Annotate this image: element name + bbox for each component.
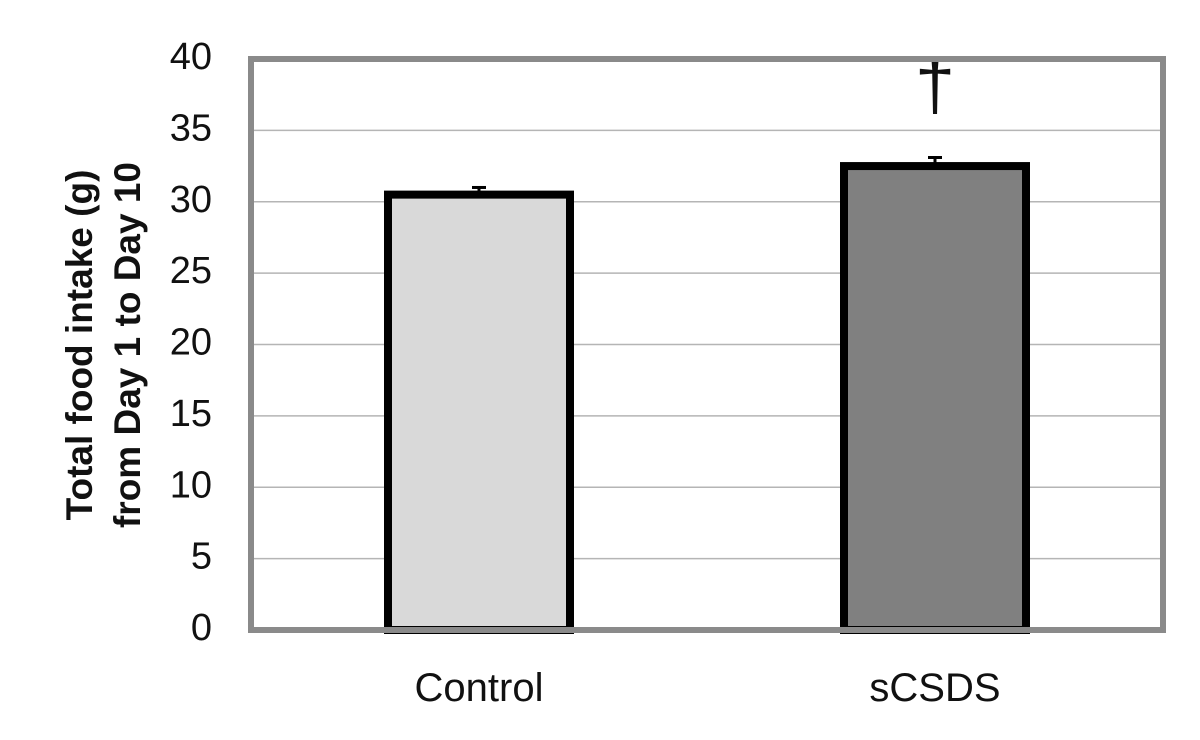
y-tick-label: 10 [170, 464, 212, 506]
y-tick-label: 30 [170, 179, 212, 221]
y-axis-title-line-2: from Day 1 to Day 10 [107, 162, 148, 528]
y-tick-label: 40 [170, 36, 212, 78]
y-tick-label: 15 [170, 393, 212, 435]
x-axis-categories: Control sCSDS [415, 666, 1001, 710]
y-axis-title: Total food intake (g) from Day 1 to Day … [59, 162, 148, 528]
bar-scsds [840, 162, 1030, 634]
y-tick-label: 0 [191, 607, 212, 649]
x-category-label-control: Control [415, 666, 544, 710]
y-tick-label: 25 [170, 250, 212, 292]
bars: † [384, 45, 1030, 635]
x-category-label-scsds: sCSDS [869, 666, 1000, 710]
y-tick-label: 20 [170, 322, 212, 364]
y-tick-label: 35 [170, 107, 212, 149]
y-axis-ticks: 0 5 10 15 20 25 30 35 40 [170, 36, 212, 649]
y-axis-title-line-1: Total food intake (g) [59, 170, 100, 521]
bar-control [384, 190, 574, 635]
plot-frame [248, 56, 1166, 633]
y-tick-label: 5 [191, 536, 212, 578]
